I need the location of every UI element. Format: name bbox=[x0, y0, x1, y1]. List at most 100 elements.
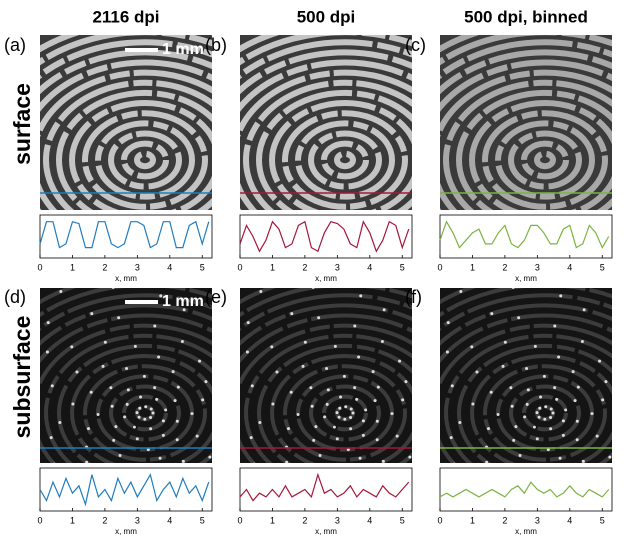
pore bbox=[125, 402, 129, 406]
pore bbox=[395, 434, 399, 438]
ridge bbox=[440, 303, 612, 346]
ridge bbox=[240, 303, 412, 346]
x-tick-label: 3 bbox=[135, 515, 140, 525]
pore bbox=[153, 386, 157, 390]
pore bbox=[182, 308, 186, 312]
pore bbox=[337, 529, 340, 532]
pore bbox=[561, 433, 565, 437]
pore bbox=[486, 427, 490, 431]
pore bbox=[86, 427, 90, 431]
x-axis-label: x, mm bbox=[515, 527, 537, 536]
ridge bbox=[522, 394, 568, 432]
x-axis-label: x, mm bbox=[315, 274, 337, 283]
pore bbox=[135, 411, 139, 415]
x-tick-label: 4 bbox=[367, 262, 372, 272]
pore bbox=[155, 397, 159, 401]
fingerprint-image bbox=[440, 35, 612, 210]
pore bbox=[517, 316, 521, 320]
fingerprint-image bbox=[30, 288, 240, 532]
pore bbox=[96, 413, 100, 417]
pore bbox=[112, 438, 116, 442]
ridge bbox=[508, 130, 582, 190]
pore bbox=[575, 419, 579, 423]
pore bbox=[571, 370, 575, 374]
pore bbox=[101, 364, 105, 368]
pore bbox=[433, 396, 436, 399]
pore bbox=[349, 415, 353, 419]
pore bbox=[253, 462, 256, 463]
pore bbox=[181, 459, 185, 463]
ridge bbox=[440, 323, 612, 463]
x-tick-label: 1 bbox=[470, 515, 475, 525]
pore bbox=[249, 436, 253, 440]
pore bbox=[58, 521, 61, 524]
pore bbox=[557, 355, 561, 359]
ridge bbox=[40, 323, 212, 463]
pore bbox=[503, 340, 507, 344]
pore bbox=[475, 370, 479, 374]
ridge bbox=[456, 89, 612, 210]
ridge bbox=[482, 110, 608, 210]
panel-label: (b) bbox=[205, 35, 227, 55]
pore bbox=[608, 455, 612, 459]
x-tick-label: 3 bbox=[335, 515, 340, 525]
pore bbox=[58, 420, 62, 424]
pore bbox=[138, 406, 142, 410]
pore bbox=[139, 395, 143, 399]
pore bbox=[45, 350, 49, 354]
ridge bbox=[440, 293, 612, 331]
ridge bbox=[534, 150, 556, 170]
pore bbox=[404, 380, 408, 384]
pore bbox=[157, 355, 161, 359]
pore bbox=[526, 388, 530, 392]
ridge bbox=[108, 130, 182, 190]
x-tick-label: 2 bbox=[502, 515, 507, 525]
pore bbox=[153, 324, 157, 328]
pore bbox=[615, 424, 618, 427]
pore bbox=[30, 490, 33, 493]
pore bbox=[401, 398, 405, 402]
ridge bbox=[521, 140, 569, 180]
pore bbox=[435, 383, 438, 386]
x-tick-label: 1 bbox=[70, 262, 75, 272]
pore bbox=[559, 294, 563, 298]
profile-line bbox=[39, 473, 210, 507]
pore bbox=[535, 411, 539, 415]
profile-line bbox=[39, 220, 210, 249]
ridge bbox=[243, 79, 412, 210]
pore bbox=[126, 388, 130, 392]
x-tick-label: 0 bbox=[437, 515, 442, 525]
x-tick-label: 1 bbox=[270, 515, 275, 525]
pore bbox=[312, 438, 316, 442]
pore bbox=[137, 529, 140, 532]
pore bbox=[525, 366, 529, 370]
panel-label: (e) bbox=[205, 287, 227, 307]
ridge bbox=[240, 49, 412, 95]
pore bbox=[538, 406, 542, 410]
pore bbox=[446, 321, 450, 325]
column-title: 2116 dpi bbox=[92, 7, 159, 26]
ridge bbox=[283, 364, 407, 462]
pore bbox=[353, 324, 357, 328]
pore bbox=[173, 399, 177, 403]
pore bbox=[449, 436, 453, 440]
scale-bar-label: 1 mm bbox=[162, 41, 204, 58]
pore bbox=[229, 406, 232, 409]
pore bbox=[259, 290, 263, 294]
pore bbox=[539, 395, 543, 399]
pore bbox=[123, 415, 127, 419]
pore bbox=[314, 425, 318, 429]
pore bbox=[490, 312, 494, 316]
pore bbox=[215, 372, 218, 375]
pore bbox=[175, 419, 179, 423]
pore bbox=[601, 398, 605, 402]
pore bbox=[419, 424, 422, 427]
ridge bbox=[321, 140, 369, 180]
fingerprint-image bbox=[419, 288, 618, 463]
ridge bbox=[309, 384, 381, 442]
ridge bbox=[83, 364, 207, 462]
pore bbox=[59, 290, 63, 294]
pore bbox=[144, 405, 148, 409]
pore bbox=[237, 306, 240, 309]
pore bbox=[408, 455, 412, 459]
